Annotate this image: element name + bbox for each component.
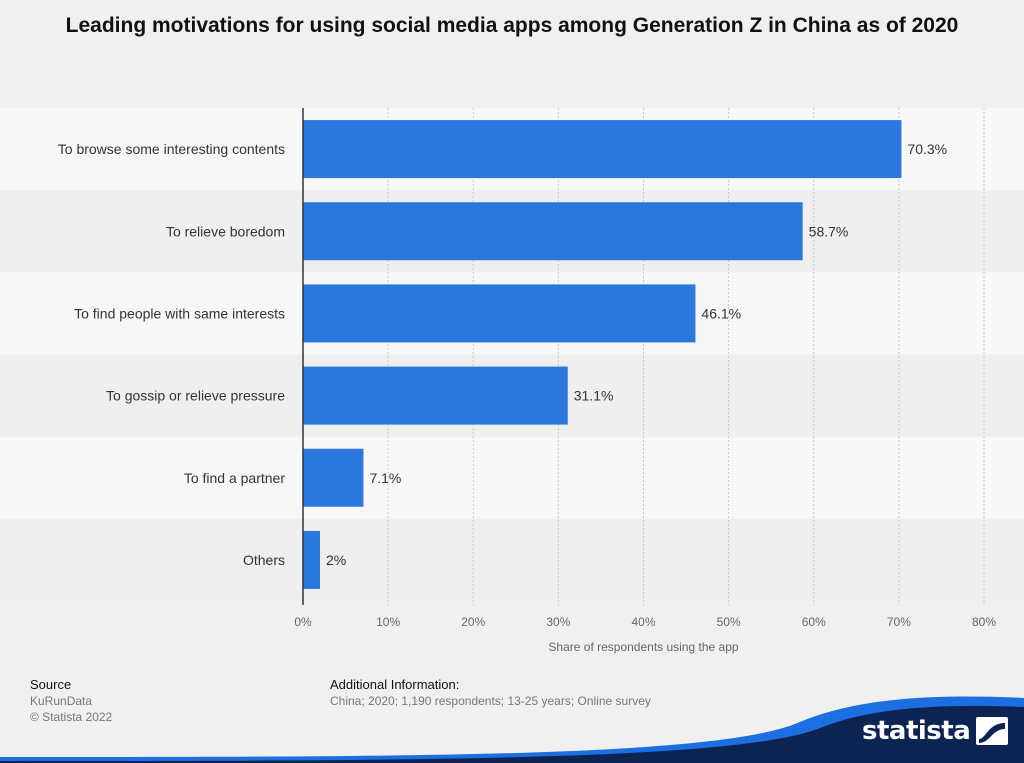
x-tick-label: 60% <box>802 615 826 629</box>
additional-info-block: Additional Information: China; 2020; 1,1… <box>330 677 651 709</box>
row-band <box>0 518 1024 601</box>
bar <box>303 366 568 425</box>
x-tick-label: 10% <box>376 615 400 629</box>
statista-flag-icon <box>976 717 1009 745</box>
additional-info-text: China; 2020; 1,190 respondents; 13-25 ye… <box>330 694 651 708</box>
source-name[interactable]: KuRunData <box>30 694 93 708</box>
statista-logo[interactable]: statista <box>862 716 1009 746</box>
category-label: To relieve boredom <box>166 223 285 239</box>
value-label: 31.1% <box>574 388 614 404</box>
x-tick-label: 40% <box>631 615 655 629</box>
value-label: 2% <box>326 552 346 568</box>
x-tick-label: 80% <box>972 615 996 629</box>
category-label: To browse some interesting contents <box>58 141 285 157</box>
labels: 0% 10% 20% 30% 40% 50% 60% 70% 80% To browse some… <box>58 141 997 629</box>
x-tick-label: 50% <box>717 615 741 629</box>
source-heading: Source <box>30 677 72 692</box>
bar <box>303 448 364 507</box>
category-label: To find people with same interests <box>74 305 285 321</box>
value-label: 70.3% <box>907 141 947 157</box>
bar <box>303 530 321 589</box>
chart-title: Leading motivations for using social med… <box>65 14 959 37</box>
category-label: To gossip or relieve pressure <box>106 388 285 404</box>
value-label: 46.1% <box>701 305 741 321</box>
x-tick-label: 30% <box>546 615 570 629</box>
value-label: 7.1% <box>369 470 401 486</box>
x-axis-label: Share of respondents using the app <box>548 640 738 654</box>
additional-info-heading[interactable]: Additional Information: <box>330 677 460 692</box>
category-label: Others <box>243 552 285 568</box>
value-label: 58.7% <box>809 223 849 239</box>
bar <box>303 120 902 179</box>
x-tick-label: 0% <box>294 615 312 629</box>
source-block: Source KuRunData © Statista 2022 <box>30 677 112 725</box>
x-tick-label: 70% <box>887 615 911 629</box>
bar <box>303 202 803 261</box>
bar <box>303 284 696 343</box>
brand-name: statista <box>862 716 971 746</box>
x-tick-label: 20% <box>461 615 485 629</box>
row-band <box>0 436 1024 519</box>
copyright: © Statista 2022 <box>30 710 113 724</box>
gridlines <box>387 108 985 605</box>
category-label: To find a partner <box>184 470 286 486</box>
bars <box>303 120 902 589</box>
